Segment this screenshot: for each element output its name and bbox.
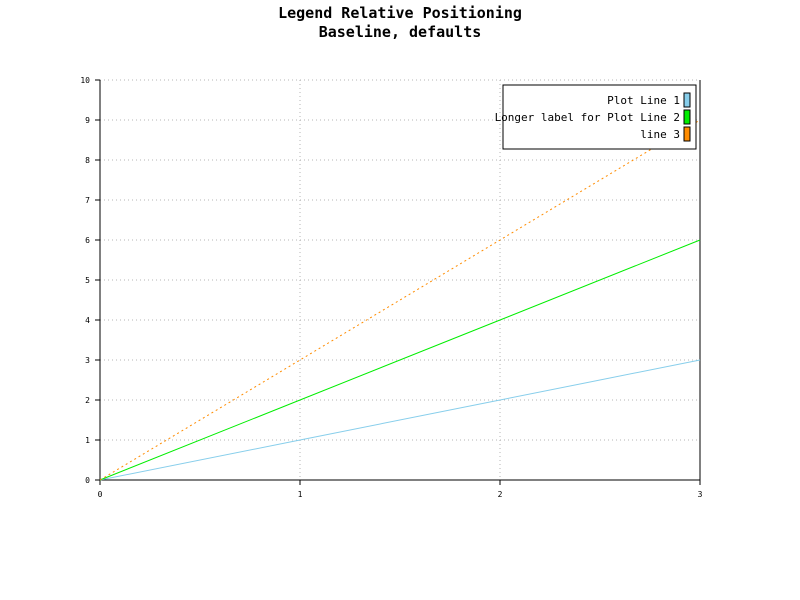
x-tick-label: 3 <box>698 490 703 499</box>
y-tick-label: 9 <box>85 116 90 125</box>
y-tick-label: 2 <box>85 396 90 405</box>
legend: Plot Line 1 Longer label for Plot Line 2 l… <box>495 84 697 150</box>
series-line-2 <box>99 239 701 481</box>
legend-box <box>502 84 697 150</box>
y-tick-label: 8 <box>85 156 90 165</box>
axes: 0 1 2 3 4 5 6 7 8 9 10 0 1 2 3 <box>80 76 702 499</box>
y-tick-label: 3 <box>85 356 90 365</box>
chart-subtitle: Baseline, defaults <box>319 23 482 41</box>
series-line-3 <box>99 119 701 481</box>
y-tick-label: 1 <box>85 436 90 445</box>
y-tick-label: 10 <box>80 76 90 85</box>
y-tick-label: 0 <box>85 476 90 485</box>
y-tick-label: 4 <box>85 316 90 325</box>
legend-swatch <box>683 109 691 125</box>
legend-label: Longer label for Plot Line 2 <box>495 111 680 124</box>
y-tick-label: 6 <box>85 236 90 245</box>
legend-swatch <box>683 126 691 142</box>
y-tick-label: 5 <box>85 276 90 285</box>
x-tick-label: 0 <box>98 490 103 499</box>
y-tick-label: 7 <box>85 196 90 205</box>
legend-swatch <box>683 92 691 108</box>
chart-title: Legend Relative Positioning <box>278 4 522 22</box>
x-tick-label: 1 <box>298 490 303 499</box>
plot-lines <box>99 119 701 481</box>
legend-label: line 3 <box>640 128 680 141</box>
series-line-1 <box>99 359 701 481</box>
x-tick-label: 2 <box>498 490 503 499</box>
legend-label: Plot Line 1 <box>607 94 680 107</box>
